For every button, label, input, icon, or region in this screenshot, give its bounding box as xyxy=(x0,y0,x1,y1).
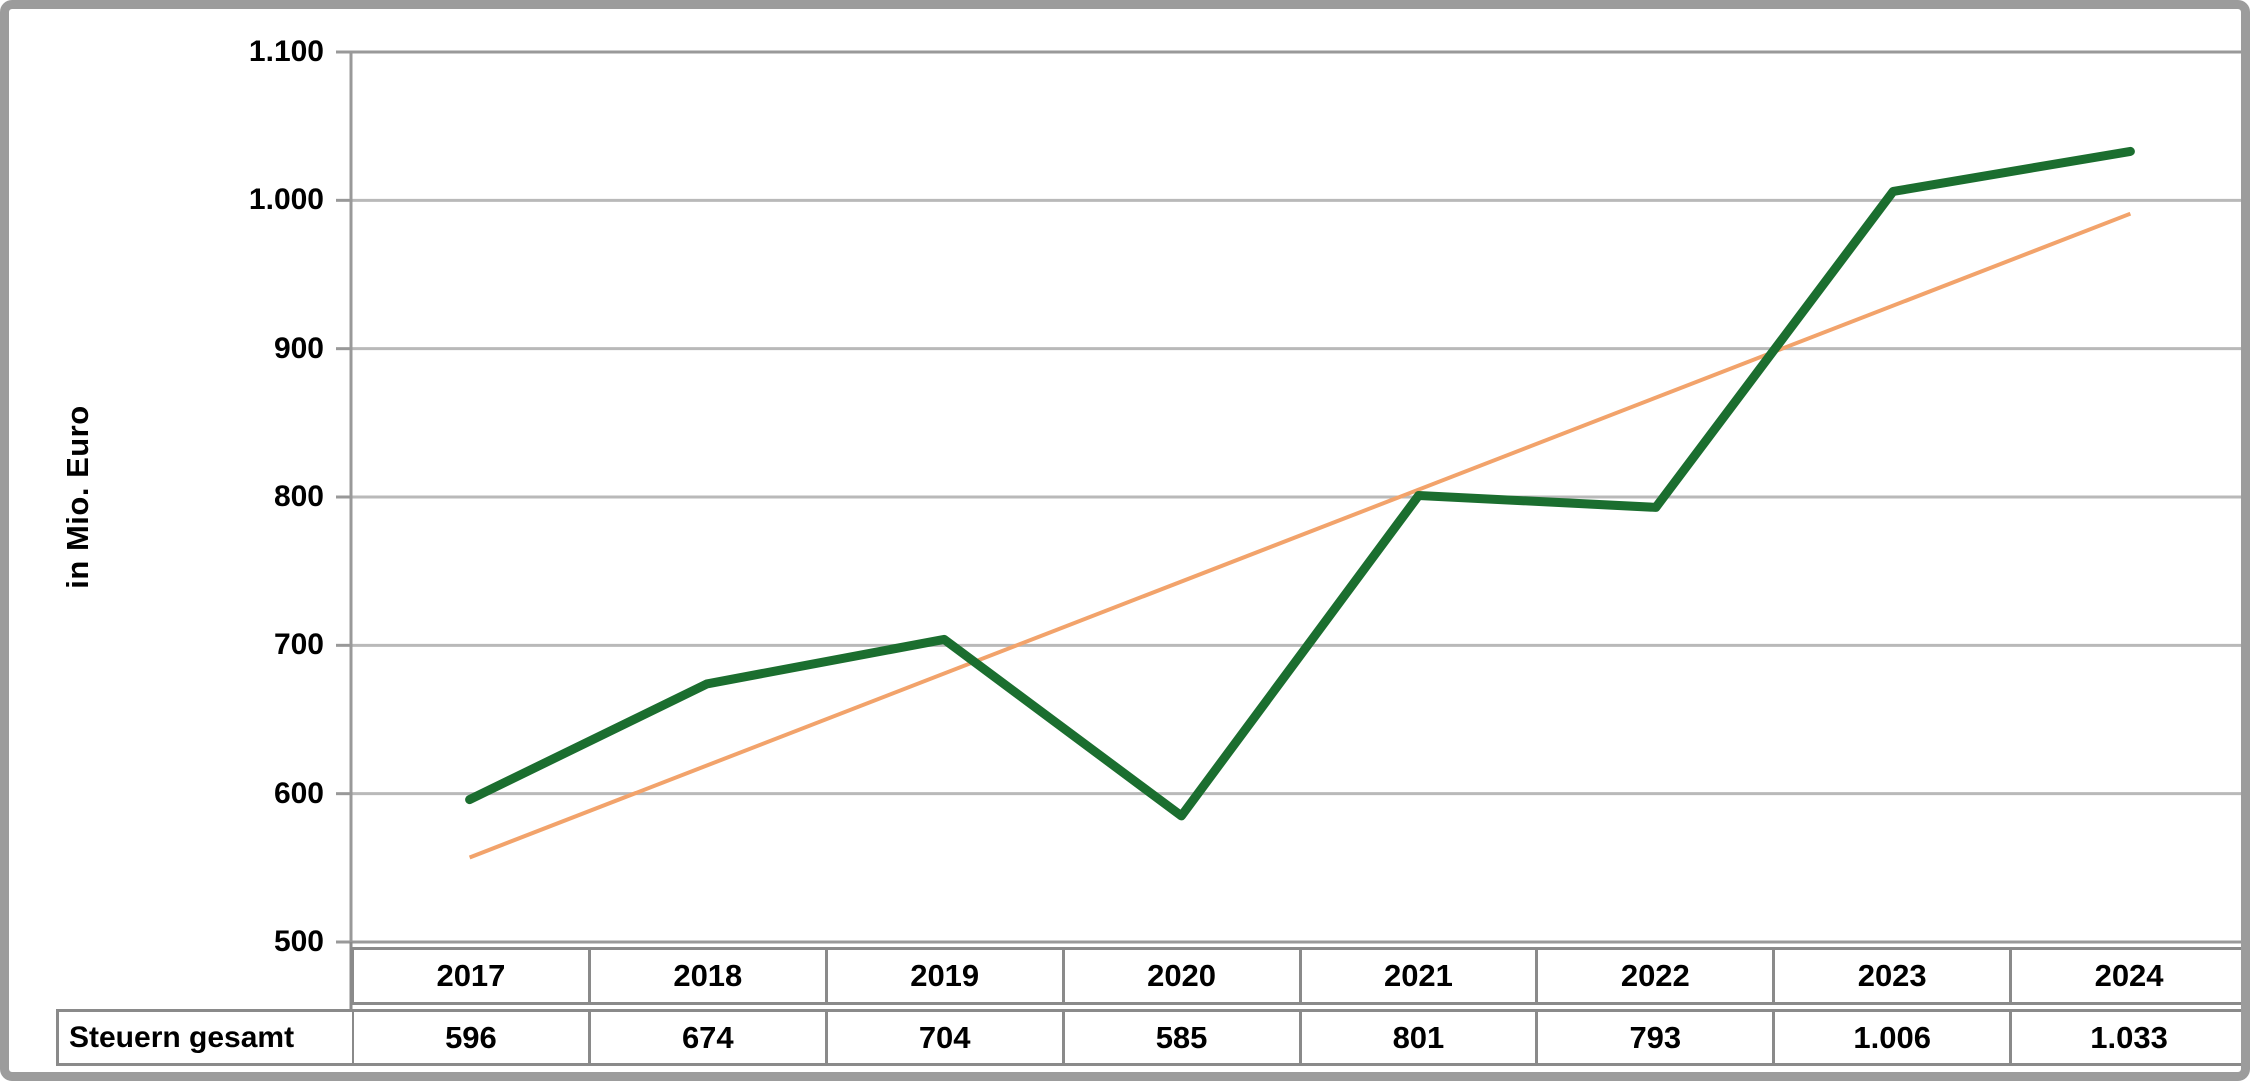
y-tick-label: 800 xyxy=(273,480,324,513)
x-axis-category-row: 2017 2018 2019 2020 2021 2022 2023 2024 xyxy=(351,947,2241,1005)
data-value-cell: 801 xyxy=(1301,1012,1539,1063)
x-category-cell: 2019 xyxy=(827,950,1065,1002)
x-category-cell: 2024 xyxy=(2012,950,2241,1002)
y-tick-label: 900 xyxy=(273,331,324,365)
x-category-cell: 2023 xyxy=(1775,950,2013,1002)
data-value-cell: 1.033 xyxy=(2012,1012,2241,1063)
y-tick-label: 1.100 xyxy=(248,35,324,68)
plot-area-border xyxy=(349,50,2241,944)
x-category-cell: 2021 xyxy=(1301,950,1539,1002)
y-tick-label: 500 xyxy=(273,925,324,958)
series-name-cell: Steuern gesamt xyxy=(56,1009,352,1066)
data-value-cell: 674 xyxy=(590,1012,828,1063)
x-category-cell: 2022 xyxy=(1538,950,1776,1002)
data-value-cell: 585 xyxy=(1064,1012,1302,1063)
data-value-cell: 1.006 xyxy=(1775,1012,2013,1063)
data-value-cell: 704 xyxy=(827,1012,1065,1063)
y-tick-label: 600 xyxy=(273,776,324,810)
data-value-cell: 596 xyxy=(354,1012,591,1063)
trendline xyxy=(468,211,2132,860)
y-tick-label: 700 xyxy=(273,628,324,662)
x-category-cell: 2017 xyxy=(354,950,591,1002)
line-chart-canvas xyxy=(336,50,2241,1066)
x-category-cell: 2018 xyxy=(590,950,828,1002)
y-axis-title: in Mio. Euro xyxy=(60,405,95,589)
y-tick-label: 1.000 xyxy=(248,183,324,217)
data-value-cell: 793 xyxy=(1538,1012,1776,1063)
x-category-cell: 2020 xyxy=(1064,950,1302,1002)
series-line-steuern-gesamt xyxy=(465,146,2135,821)
data-table-value-row: 596 674 704 585 801 793 1.006 1.033 xyxy=(351,1009,2241,1066)
